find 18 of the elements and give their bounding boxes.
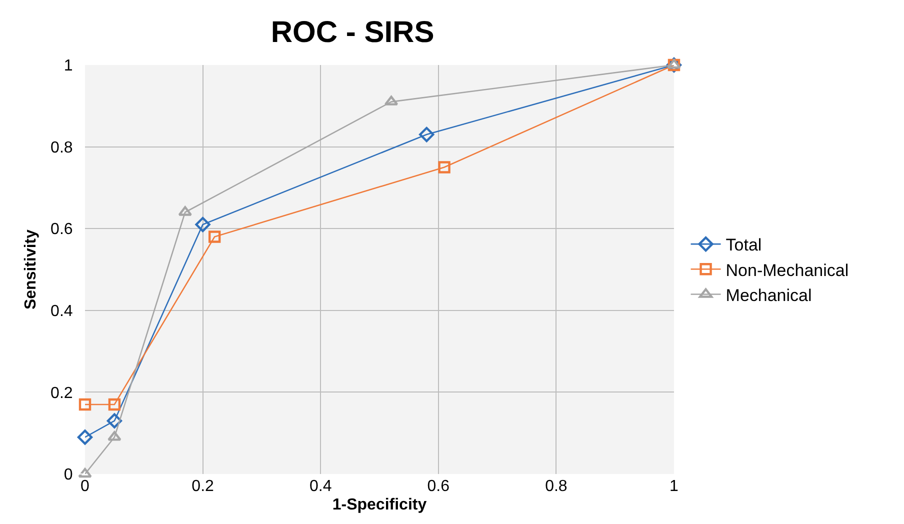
x-tick-label: 0.8 xyxy=(545,478,568,495)
y-tick-label: 1 xyxy=(64,58,73,75)
x-tick-label: 0.6 xyxy=(427,478,450,495)
x-tick-label: 1 xyxy=(670,478,679,495)
legend-label: Mechanical xyxy=(726,286,812,305)
y-tick-label: 0 xyxy=(64,466,73,484)
y-tick-label: 0.8 xyxy=(50,139,73,156)
y-tick-label: 0.6 xyxy=(50,221,73,238)
x-tick-label: 0.4 xyxy=(309,478,332,495)
x-tick-label: 0.2 xyxy=(192,478,214,495)
chart-title: ROC - SIRS xyxy=(270,16,434,49)
legend-label: Total xyxy=(726,236,762,255)
y-tick-label: 0.4 xyxy=(50,303,73,320)
x-tick-label: 0 xyxy=(80,478,90,495)
y-axis-title: Sensitivity xyxy=(22,229,40,310)
legend-label: Non-Mechanical xyxy=(726,260,849,280)
y-tick-label: 0.2 xyxy=(50,384,73,402)
x-axis-title: 1-Specificity xyxy=(332,496,427,514)
